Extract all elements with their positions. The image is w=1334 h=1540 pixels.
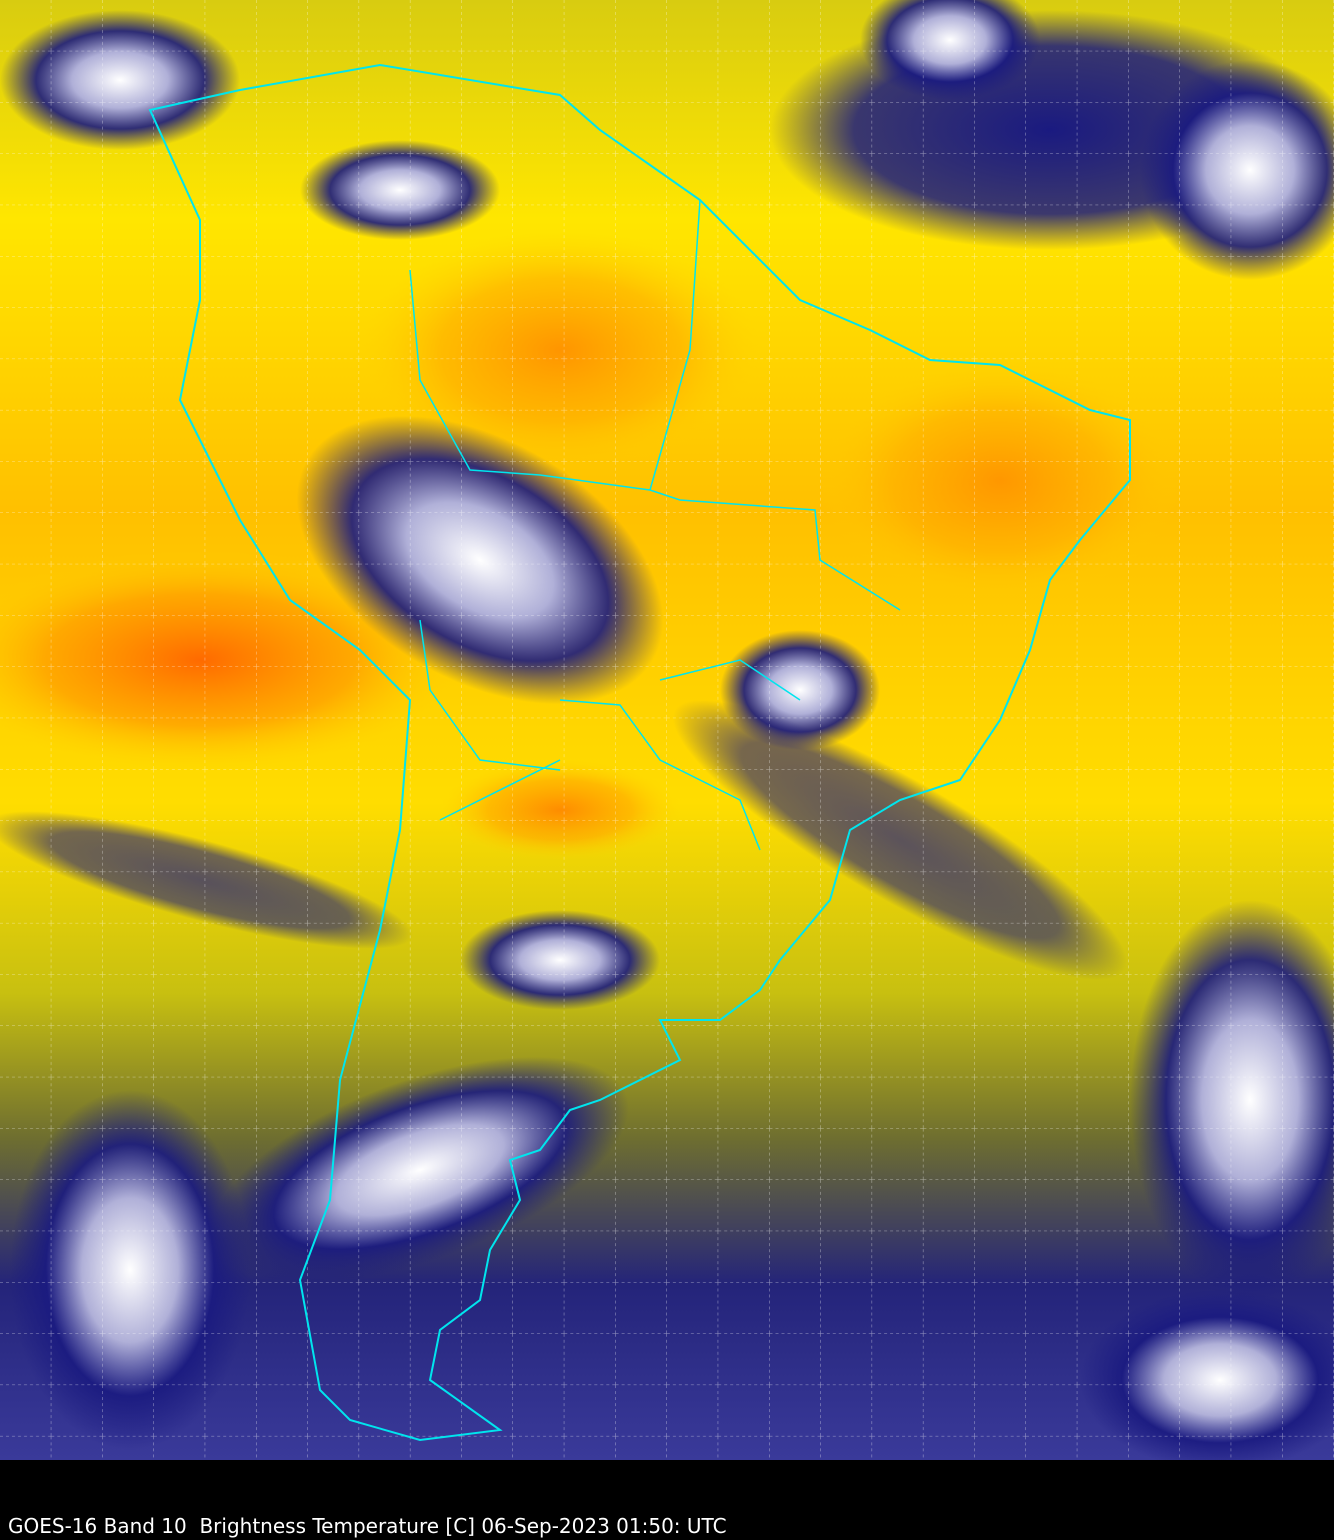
south-america-outline — [148, 63, 1131, 1442]
country-borders — [409, 199, 901, 851]
image-caption: GOES-16 Band 10 Brightness Temperature [… — [8, 1514, 727, 1538]
satellite-map — [0, 0, 1334, 1460]
lat-lon-grid — [0, 0, 1334, 1460]
